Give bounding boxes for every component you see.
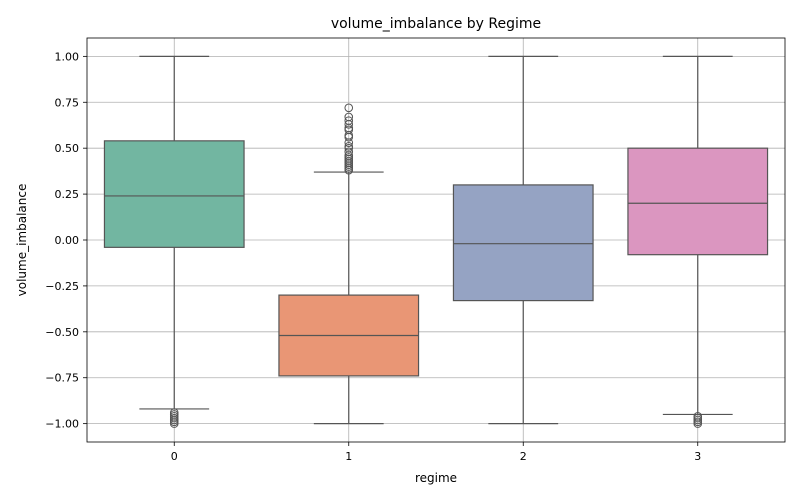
boxes-layer <box>103 55 769 428</box>
y-tick-label: −0.50 <box>45 326 79 339</box>
axes-layer: 1.00 0.75 0.50 0.25 0.00 −0.25 −0.50 −0.75 −1.00… <box>45 50 701 463</box>
outlier-point <box>344 116 354 125</box>
y-tick-label: −0.25 <box>45 280 79 293</box>
y-tick-label: 0.25 <box>55 188 80 201</box>
y-axis-label: volume_imbalance <box>15 184 29 297</box>
y-tick-label: 0.50 <box>55 142 80 155</box>
y-tick-label: −0.75 <box>45 372 79 385</box>
outlier-point <box>344 112 354 122</box>
box-iqr <box>103 140 245 248</box>
outlier-point <box>693 419 703 428</box>
y-tick-label: 1.00 <box>55 50 80 63</box>
x-tick-label: 2 <box>520 450 527 463</box>
x-axis-label: regime <box>415 471 457 485</box>
outlier-point <box>344 142 354 151</box>
x-tick-label: 1 <box>345 450 352 463</box>
box-iqr <box>452 184 594 302</box>
y-tick-label: −1.00 <box>45 418 79 431</box>
x-tick-label: 0 <box>171 450 178 463</box>
outlier-point <box>344 147 354 157</box>
y-tick-label: 0.00 <box>55 234 80 247</box>
outlier-point <box>169 419 179 428</box>
outlier-point <box>344 103 354 113</box>
y-tick-label: 0.75 <box>55 96 80 109</box>
chart-title: volume_imbalance by Regime <box>331 16 541 32</box>
box-iqr <box>627 147 769 256</box>
x-tick-label: 3 <box>694 450 701 463</box>
